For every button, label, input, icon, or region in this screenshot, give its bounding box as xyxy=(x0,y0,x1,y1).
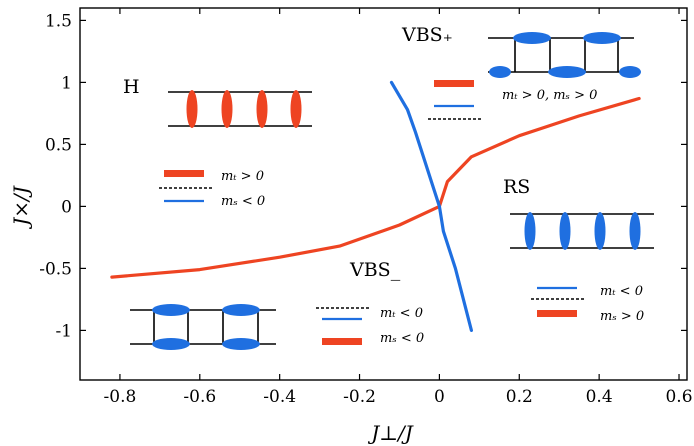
legend-entry: mₛ > 0 xyxy=(600,309,644,324)
legend-h: mₜ > 0 mₛ < 0 xyxy=(159,169,265,209)
legend-key-red-bar xyxy=(164,170,204,177)
ladder-inset-vbs-minus xyxy=(130,304,276,350)
axis-ticks xyxy=(80,8,687,380)
legend-entry: mₜ > 0, mₛ > 0 xyxy=(502,88,597,103)
series-group xyxy=(110,80,641,332)
leg-bond-blue xyxy=(619,66,641,78)
x-tick-label: -0.2 xyxy=(343,387,376,407)
x-tick-label: -0.4 xyxy=(263,387,296,407)
x-tick-label: -0.6 xyxy=(183,387,216,407)
leg-bond-blue xyxy=(513,32,551,44)
y-tick-label: -1 xyxy=(55,321,72,341)
legend-vbs-minus: mₜ < 0 mₛ < 0 xyxy=(316,306,424,346)
x-tick-label: 0 xyxy=(434,387,445,407)
y-tick-label: -0.5 xyxy=(39,259,72,279)
leg-bond-blue xyxy=(222,338,260,350)
rung-bond-blue xyxy=(594,212,606,250)
rung-bond-red xyxy=(290,90,302,128)
leg-bond-blue xyxy=(548,66,586,78)
ladder-inset-vbs-plus xyxy=(488,32,641,78)
legend-vbs-plus: mₜ > 0, mₛ > 0 xyxy=(428,80,597,120)
leg-bond-blue xyxy=(583,32,621,44)
series-line-blue xyxy=(389,80,473,332)
leg-bond-blue xyxy=(489,66,511,78)
y-tick-label: 0.5 xyxy=(45,135,72,155)
legend-entry: mₜ < 0 xyxy=(380,306,423,321)
legend-entry: mₛ < 0 xyxy=(221,194,265,209)
y-tick-label: 1 xyxy=(61,73,72,93)
x-tick-label: -0.8 xyxy=(104,387,137,407)
rung-bond-red xyxy=(186,90,198,128)
legend-entry: mₜ > 0 xyxy=(221,169,264,184)
plot-frame xyxy=(79,7,688,381)
legend-key-red-bar xyxy=(434,80,474,87)
phase-label-h: H xyxy=(123,76,140,98)
y-tick-label: 0 xyxy=(61,197,72,217)
leg-bond-blue xyxy=(222,304,260,316)
x-axis-title: J⊥/J xyxy=(367,421,414,445)
rung-bond-blue xyxy=(629,212,641,250)
legend-rs: mₜ < 0 mₛ > 0 xyxy=(531,284,644,324)
legend-entry: mₛ < 0 xyxy=(380,331,424,346)
phase-label-vbs-plus: VBS₊ xyxy=(401,24,453,46)
leg-bond-blue xyxy=(152,338,190,350)
ladder-inset-rs xyxy=(510,212,654,250)
x-tick-label: 0.2 xyxy=(506,387,533,407)
rung-bond-blue xyxy=(524,212,536,250)
y-axis-title: J×/J xyxy=(9,185,33,230)
legend-key-red-bar xyxy=(537,310,577,317)
y-tick-label: 1.5 xyxy=(45,11,72,31)
phase-label-rs: RS xyxy=(503,176,530,198)
rung-bond-red xyxy=(256,90,268,128)
x-tick-label: 0.6 xyxy=(665,387,692,407)
rung-bond-red xyxy=(221,90,233,128)
ladder-inset-h xyxy=(168,90,312,128)
leg-bond-blue xyxy=(152,304,190,316)
legend-key-red-bar xyxy=(322,338,362,345)
x-tick-label: 0.4 xyxy=(586,387,613,407)
phase-label-vbs-minus: VBS_ xyxy=(349,259,401,281)
rung-bond-blue xyxy=(559,212,571,250)
axis-tick-labels: -0.8 -0.6 -0.4 -0.2 0 0.2 0.4 0.6 1.5 1 0.5 0 -0.5 -1 xyxy=(39,11,692,407)
legend-entry: mₜ < 0 xyxy=(600,284,643,299)
